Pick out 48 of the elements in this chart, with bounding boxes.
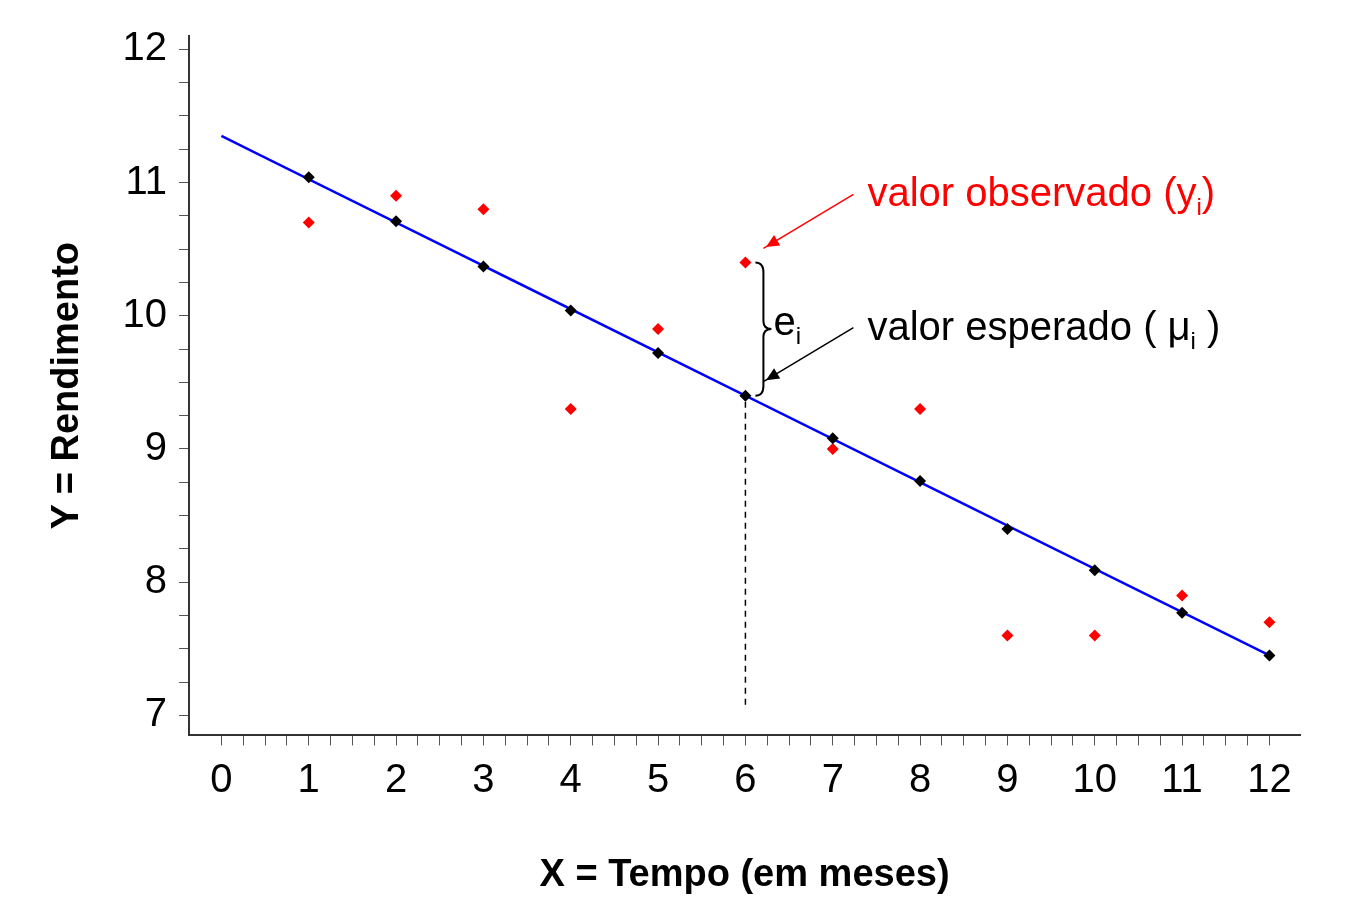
point [564, 403, 577, 416]
point [1176, 589, 1189, 602]
y-tick-label: 7 [144, 690, 168, 735]
x-tick-label: 7 [821, 756, 844, 801]
point [390, 189, 403, 202]
x-tick-label: 4 [559, 756, 582, 801]
y-tick-label: 9 [144, 424, 168, 469]
point [1176, 606, 1189, 619]
x-tick-label: 3 [472, 756, 495, 801]
x-tick-label: 6 [734, 756, 757, 801]
point [1088, 564, 1101, 577]
x-axis-title: X = Tempo (em meses) [539, 851, 950, 894]
annotation: valor esperado ( μ$_{i}$ ) [867, 303, 1221, 354]
point [826, 432, 839, 445]
y-tick-label: 12 [122, 24, 168, 69]
x-tick-label: 12 [1247, 756, 1292, 801]
point [1263, 616, 1276, 629]
annotation: e$_{i}$ [773, 299, 801, 350]
y-tick-label: 11 [125, 157, 168, 202]
point [739, 256, 752, 269]
x-tick-label: 2 [384, 756, 408, 801]
point [477, 203, 490, 216]
x-tick-label: 9 [996, 756, 1019, 801]
point [1263, 649, 1276, 662]
x-tick-label: 11 [1161, 756, 1203, 801]
x-tick-label: 0 [210, 756, 233, 801]
point [477, 260, 490, 273]
annotation: valor observado (y$_{i}$) [867, 170, 1216, 221]
point [826, 442, 839, 455]
point [914, 403, 927, 416]
point [1001, 629, 1014, 642]
point [302, 171, 315, 184]
point [652, 323, 665, 336]
point [1001, 522, 1014, 535]
point [302, 216, 315, 229]
x-tick-label: 1 [297, 756, 320, 801]
x-tick-label: 8 [908, 756, 932, 801]
point [564, 304, 577, 317]
point [652, 347, 665, 360]
x-tick-label: 10 [1072, 756, 1118, 801]
point [914, 474, 927, 487]
y-axis-title: Y = Rendimento [44, 241, 87, 530]
point [390, 215, 403, 228]
point [1088, 629, 1101, 642]
x-tick-label: 5 [646, 756, 670, 801]
y-tick-label: 8 [144, 557, 168, 602]
point [739, 389, 752, 402]
y-tick-label: 10 [122, 290, 168, 335]
